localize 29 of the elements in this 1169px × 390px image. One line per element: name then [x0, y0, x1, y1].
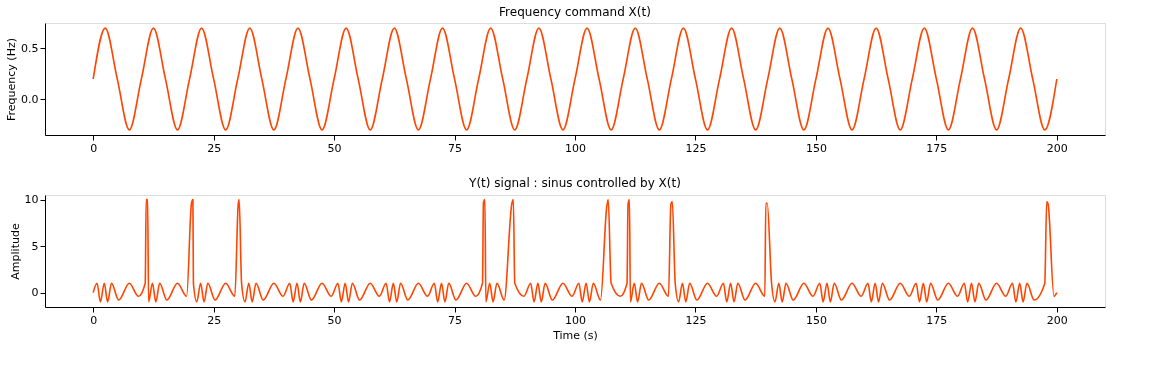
x-tick-label: 75 — [448, 313, 463, 327]
y-tick-label: 5 — [31, 239, 39, 253]
line-series — [92, 198, 1058, 303]
y-axis-title: Amplitude — [8, 223, 22, 280]
x-tick-label: 200 — [1046, 313, 1068, 327]
x-tick-label: 175 — [926, 313, 948, 327]
x-tick-label: 200 — [1046, 141, 1068, 155]
y-tick-label: 0.5 — [21, 41, 39, 55]
x-tick-label: 150 — [805, 313, 827, 327]
x-tick-label: 50 — [327, 313, 342, 327]
x-tick-label: 50 — [327, 141, 342, 155]
chart-title: Y(t) signal : sinus controlled by X(t) — [468, 175, 681, 190]
x-tick-label: 100 — [565, 313, 586, 327]
x-tick-label: 0 — [90, 313, 98, 327]
chart-title: Frequency command X(t) — [499, 5, 651, 19]
x-axis-title: Time (s) — [552, 328, 598, 342]
y-tick-label: 0 — [31, 286, 39, 300]
x-tick-label: 100 — [565, 141, 586, 155]
x-tick-label: 25 — [207, 141, 222, 155]
y-tick-label: 0.0 — [21, 92, 39, 106]
x-tick-label: 0 — [90, 141, 98, 155]
x-tick-label: 125 — [685, 313, 707, 327]
x-tick-label: 75 — [448, 141, 463, 155]
x-tick-label: 125 — [685, 141, 707, 155]
x-tick-label: 150 — [805, 141, 827, 155]
y-axis-title: Frequency (Hz) — [5, 38, 19, 121]
x-tick-label: 25 — [207, 313, 222, 327]
y-tick-label: 10 — [24, 193, 39, 207]
x-tick-label: 175 — [926, 141, 948, 155]
